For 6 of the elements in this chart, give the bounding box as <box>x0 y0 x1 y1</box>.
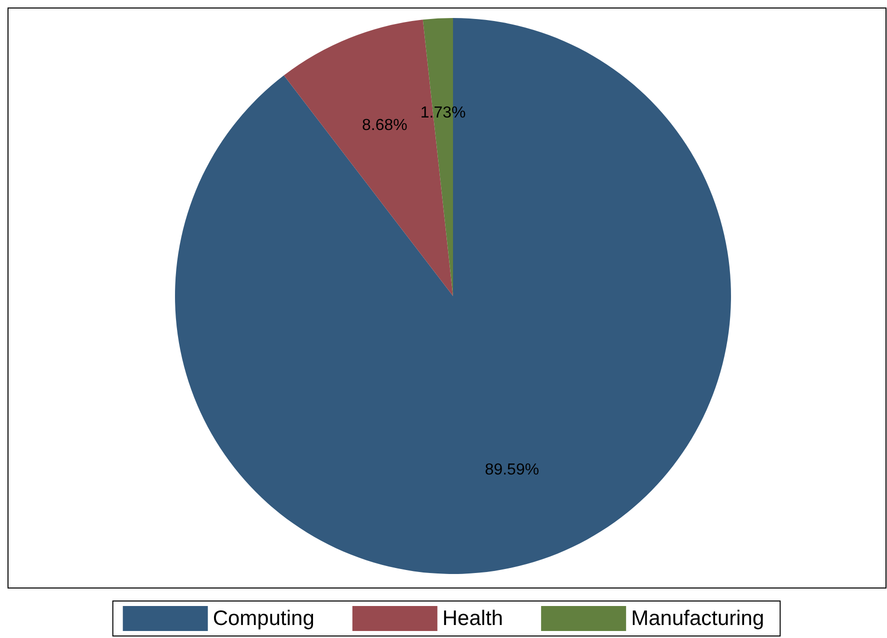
legend-label: Computing <box>212 607 314 630</box>
legend-label: Health <box>442 607 504 630</box>
data-label: 1.73% <box>420 104 466 122</box>
data-label: 89.59% <box>484 461 540 478</box>
legend-label: Manufacturing <box>631 607 764 630</box>
data-label: 8.68% <box>362 117 408 134</box>
